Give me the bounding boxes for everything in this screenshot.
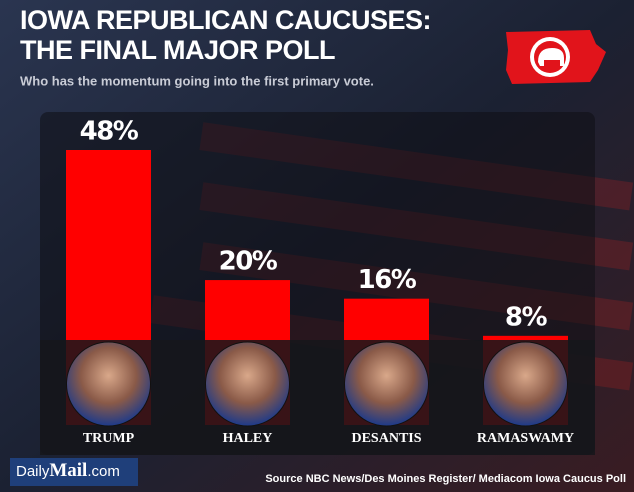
logo-part: Mail xyxy=(49,460,87,481)
title-line: IOWA REPUBLICAN CAUCUSES: xyxy=(20,5,431,35)
subtitle: Who has the momentum going into the firs… xyxy=(20,73,374,88)
value-label: 16% xyxy=(358,265,417,295)
category-label: TRUMP xyxy=(83,431,135,446)
photo xyxy=(66,341,151,427)
source: Source NBC News/Des Moines Register/ Med… xyxy=(265,473,626,485)
photo xyxy=(344,341,429,427)
photos: TRUMP HALEY DESANTIS RAMASWAMY xyxy=(66,341,574,446)
title-line: THE FINAL MAJOR POLL xyxy=(20,35,335,65)
category-label: HALEY xyxy=(223,431,273,446)
logo: DailyMail.com xyxy=(16,460,120,481)
category-label: RAMASWAMY xyxy=(477,431,574,446)
value-label: 20% xyxy=(219,247,278,277)
category-label: DESANTIS xyxy=(351,431,421,446)
logo-part: Daily xyxy=(16,463,50,480)
photo xyxy=(205,341,290,427)
value-label: 48% xyxy=(80,117,139,147)
iowa-icon xyxy=(506,30,606,84)
value-label: 8% xyxy=(505,302,548,332)
photo xyxy=(483,341,568,427)
logo-part: .com xyxy=(87,463,120,480)
logo-box xyxy=(10,458,138,486)
